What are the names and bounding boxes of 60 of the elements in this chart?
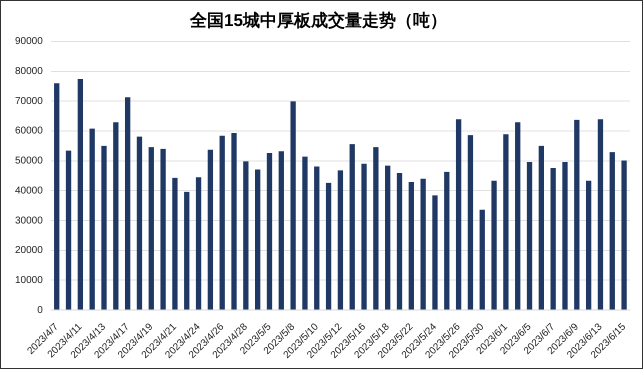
bar xyxy=(373,147,379,310)
bar xyxy=(326,182,332,310)
bar xyxy=(598,119,604,310)
chart-title: 全国15城中厚板成交量走势（吨） xyxy=(189,10,447,30)
bar xyxy=(550,168,556,310)
bar xyxy=(243,161,248,310)
bar xyxy=(338,170,344,310)
bar xyxy=(515,122,520,310)
bar xyxy=(196,177,202,310)
y-tick-label: 70000 xyxy=(14,96,44,107)
y-tick-label: 10000 xyxy=(14,274,44,286)
bar xyxy=(480,210,485,310)
bar xyxy=(526,162,532,310)
bar xyxy=(78,79,84,310)
bar xyxy=(432,195,438,310)
bar xyxy=(290,101,296,310)
y-tick-label: 90000 xyxy=(14,36,44,48)
bar xyxy=(172,178,178,310)
bar xyxy=(255,169,260,310)
bar xyxy=(136,136,142,310)
bar xyxy=(184,192,190,310)
bar xyxy=(266,153,272,310)
bar xyxy=(208,150,214,310)
bar xyxy=(231,133,237,310)
bar xyxy=(456,119,462,310)
bar xyxy=(396,173,402,310)
bar xyxy=(113,122,118,310)
bar xyxy=(574,120,580,310)
bar xyxy=(468,135,474,310)
bar xyxy=(314,166,320,310)
y-tick-label: 20000 xyxy=(14,245,44,256)
bar xyxy=(302,156,308,310)
bar xyxy=(278,151,284,310)
bar xyxy=(420,178,426,310)
bar xyxy=(90,128,95,310)
bar xyxy=(148,147,154,310)
bar xyxy=(621,160,627,310)
y-tick-label: 40000 xyxy=(14,185,44,196)
bar xyxy=(610,152,615,310)
y-tick-label: 80000 xyxy=(14,66,44,77)
bar xyxy=(538,146,544,310)
bar xyxy=(220,136,225,310)
y-tick-label: 60000 xyxy=(14,126,44,137)
bar xyxy=(66,150,72,310)
bar xyxy=(361,164,367,310)
bar xyxy=(54,83,60,310)
bar xyxy=(124,97,130,310)
y-tick-label: 30000 xyxy=(14,215,44,226)
bar xyxy=(444,172,450,310)
bar xyxy=(385,166,390,310)
bar xyxy=(408,182,414,310)
y-tick-label: 0 xyxy=(37,304,44,316)
bar xyxy=(160,148,166,310)
y-tick-label: 50000 xyxy=(14,156,44,167)
bar xyxy=(562,162,568,310)
bar xyxy=(350,144,355,310)
bar xyxy=(586,180,592,310)
bar xyxy=(491,180,497,310)
bar xyxy=(101,146,107,310)
bar xyxy=(503,134,509,310)
